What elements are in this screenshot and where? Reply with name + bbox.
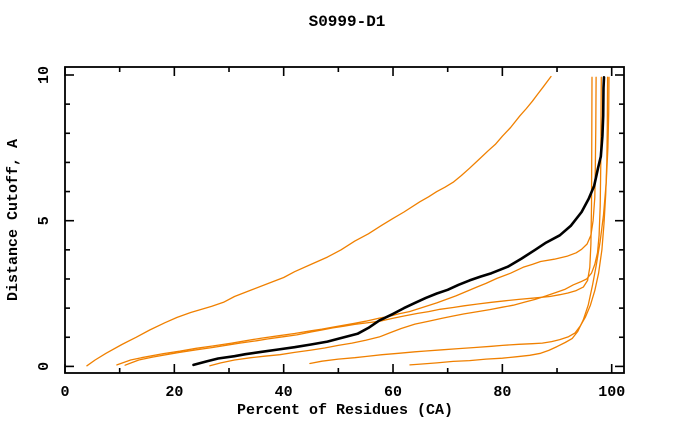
- series-curve-3: [124, 76, 593, 366]
- series-curve-6: [409, 76, 610, 366]
- x-tick-label: 40: [275, 384, 293, 401]
- x-tick-label: 80: [493, 384, 511, 401]
- y-tick-label: 5: [36, 216, 53, 225]
- y-tick-label: 10: [36, 66, 53, 84]
- y-tick-label: 0: [36, 362, 53, 371]
- x-tick-label: 60: [384, 384, 402, 401]
- x-axis-label: Percent of Residues (CA): [237, 402, 453, 419]
- plot-layer: 0 20 40 60 80 100 0 5 10: [36, 66, 625, 401]
- y-axis-label: Distance Cutoff, A: [5, 139, 22, 301]
- series-curve-4: [209, 76, 602, 367]
- series-curve-2: [116, 76, 597, 366]
- series-curve-5: [309, 76, 609, 365]
- plot-frame: [64, 66, 625, 374]
- series-curve-1: [86, 75, 552, 367]
- x-tick-label: 100: [598, 384, 625, 401]
- x-tick-label: 0: [60, 384, 69, 401]
- x-tick-label: 20: [165, 384, 183, 401]
- plot-title: S0999-D1: [309, 13, 386, 31]
- series-highlighted-model: [192, 76, 606, 367]
